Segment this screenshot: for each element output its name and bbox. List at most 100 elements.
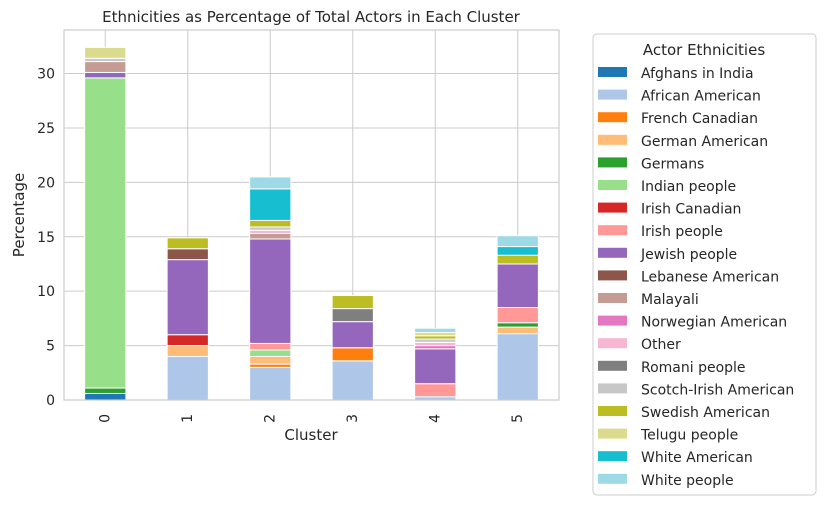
y-tick-label: 5 <box>46 339 55 355</box>
legend-label: Swedish American <box>641 405 770 421</box>
bar-segment <box>166 259 209 336</box>
legend-swatch <box>598 270 627 281</box>
x-axis-label: Cluster <box>284 426 338 444</box>
x-tick-label: 0 <box>97 414 113 423</box>
bar-segment <box>84 61 127 73</box>
bar-segment <box>496 307 539 324</box>
bar-segment <box>414 348 457 385</box>
legend-items: Afghans in India African American French C… <box>598 66 794 489</box>
bar-segment <box>496 326 539 335</box>
x-tick-label: 3 <box>345 414 361 423</box>
legend-swatch <box>598 406 627 416</box>
bar-segment <box>166 355 209 401</box>
bar-segment <box>331 321 374 349</box>
bar-segment <box>249 188 292 221</box>
chart-title: Ethnicities as Percentage of Total Actor… <box>102 8 521 26</box>
y-tick-label: 30 <box>37 67 55 83</box>
legend-label: Scotch-Irish American <box>641 382 794 398</box>
bar-segment <box>166 334 209 347</box>
y-tick-labels: 0 5 10 15 20 25 30 <box>37 67 55 409</box>
bar-segment <box>249 176 292 190</box>
legend-label: Lebanese American <box>641 269 779 285</box>
bar-segment <box>84 46 127 59</box>
bar-segment <box>414 327 457 334</box>
bar-segment <box>331 347 374 362</box>
bar-segment <box>166 345 209 357</box>
bar-segment <box>249 342 292 351</box>
x-tick-labels: 0 1 2 3 4 5 <box>97 414 526 423</box>
bar-segment <box>166 248 209 261</box>
legend-swatch <box>598 428 627 439</box>
legend-label: French Canadian <box>641 111 758 127</box>
y-tick-label: 10 <box>37 284 55 300</box>
bar-segment <box>414 383 457 398</box>
y-axis-label: Percentage <box>10 173 28 257</box>
legend-swatch <box>598 338 627 349</box>
legend-swatch <box>598 293 627 303</box>
legend-label: Jewish people <box>640 247 737 263</box>
legend-swatch <box>598 67 627 77</box>
legend-label: Germans <box>641 156 704 172</box>
legend-title: Actor Ethnicities <box>643 41 765 59</box>
bar-segment <box>496 333 539 401</box>
legend-swatch <box>598 112 627 123</box>
y-tick-label: 20 <box>37 175 55 191</box>
bar-segment <box>84 71 127 79</box>
legend-label: Irish Canadian <box>641 202 741 218</box>
legend-label: Telugu people <box>640 428 738 444</box>
legend-swatch <box>598 247 627 258</box>
legend-swatch <box>598 157 627 168</box>
legend-label: Indian people <box>641 179 736 195</box>
legend-label: White American <box>641 450 753 466</box>
legend-swatch <box>598 202 627 213</box>
bar-segment <box>166 237 209 250</box>
legend-label: Afghans in India <box>641 66 754 82</box>
bar-segment <box>496 235 539 248</box>
bars-group <box>84 46 539 401</box>
bar-segment <box>496 263 539 308</box>
legend-swatch <box>598 451 627 462</box>
legend-label: Malayali <box>641 292 699 308</box>
y-tick-label: 25 <box>37 121 55 137</box>
bar-segment <box>496 254 539 265</box>
legend-label: Other <box>641 337 681 353</box>
bar-segment <box>331 295 374 310</box>
x-tick-label: 5 <box>510 414 526 423</box>
bar-segment <box>496 246 539 256</box>
x-tick-label: 4 <box>427 414 443 423</box>
x-tick-label: 1 <box>180 414 196 423</box>
legend-swatch <box>598 89 627 100</box>
legend-box <box>592 33 817 496</box>
bar-segment <box>249 238 292 344</box>
legend-label: White people <box>641 473 734 489</box>
legend-label: Romani people <box>641 360 746 376</box>
bar-segment <box>249 366 292 401</box>
bar-segment <box>249 355 292 365</box>
legend-swatch <box>598 360 627 371</box>
bar-segment <box>84 392 127 401</box>
legend-label: German American <box>641 134 768 150</box>
bar-segment <box>249 233 292 240</box>
legend-swatch <box>598 134 627 145</box>
bar-segment <box>84 387 127 394</box>
legend-label: African American <box>641 89 761 105</box>
bar-segment <box>249 349 292 357</box>
x-tick-label: 2 <box>262 414 278 423</box>
bar-segment <box>249 219 292 228</box>
legend-label: Norwegian American <box>641 315 787 331</box>
bar-segment <box>84 77 127 389</box>
legend-swatch <box>598 180 627 190</box>
plot-frame <box>63 29 560 401</box>
y-tick-label: 0 <box>46 393 55 409</box>
legend: Actor Ethnicities Afghans in India Africa… <box>592 33 817 496</box>
legend-swatch <box>598 383 627 394</box>
legend-swatch <box>598 225 627 236</box>
bar-segment <box>331 360 374 401</box>
bar-segment <box>496 322 539 328</box>
legend-swatch <box>598 473 627 484</box>
legend-label: Irish people <box>641 224 723 240</box>
y-tick-label: 15 <box>37 230 55 246</box>
legend-swatch <box>598 315 627 326</box>
bar-segment <box>331 308 374 323</box>
